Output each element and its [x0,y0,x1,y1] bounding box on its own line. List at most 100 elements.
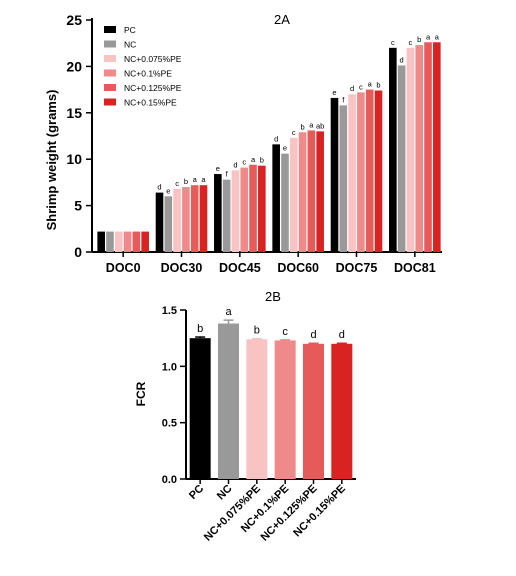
bar [303,343,324,479]
bar [424,42,432,252]
bar [106,231,114,252]
significance-label: b [300,122,304,131]
bar [97,231,105,252]
bar [274,340,296,479]
bar [330,97,339,253]
significance-label: a [201,175,206,184]
significance-label: c [282,326,288,338]
significance-label: a [309,120,314,129]
chart-2a-title: 2A [274,12,290,27]
chart-2a-y-axis: 0 5 10 15 20 25 [66,12,442,260]
chart-2b-x-axis: PC NCNC+0.075%PENC+0.1%PENC+0.125%PENC+0.… [187,479,348,544]
chart-2a-ylabel: Shrimp weight (grams) [44,90,59,231]
bar [258,165,266,252]
bar [415,45,424,252]
bar [246,339,268,479]
significance-label: c [292,128,296,137]
y-tick-label: 0.5 [162,418,177,430]
significance-label: d [339,329,345,341]
significance-label: b [184,177,188,186]
chart-2a-legend: PC NC NC+0.075%PE NC+0.1%PE NC+0.125%PE NC+0.… [104,25,182,108]
bar [190,185,199,252]
bar [123,231,132,252]
significance-label: c [359,82,363,91]
bar [114,231,123,252]
significance-label: c [175,179,179,188]
y-tick-label: 15 [66,105,82,121]
bar [374,90,383,252]
x-tick-label: NC [215,483,235,503]
significance-label: b [260,156,264,165]
x-tick-label: PC [187,483,206,502]
bar [307,130,316,252]
legend-swatch [104,26,116,33]
bar [339,105,348,252]
significance-label: d [233,160,237,169]
chart-2b: 2B FCR 0.00.51.01.5 bab c d d PC NCNC+0.075%… [134,289,356,544]
bar [348,94,356,253]
significance-label: b [254,325,260,337]
chart-2a-x-axis: DOC0 DOC30 DOC45 DOC60 DOC75 DOC81 [106,252,436,275]
bar [433,42,441,252]
chart-2b-ylabel: FCR [134,381,148,406]
bar [357,92,365,252]
y-tick-label: 10 [66,151,82,167]
bar [155,192,164,252]
x-tick-label: DOC30 [161,261,203,275]
significance-label: a [368,80,373,89]
bar [214,174,222,252]
bar [298,132,307,252]
significance-label: a [435,32,440,41]
x-tick-label: DOC60 [277,261,319,275]
significance-label: e [166,186,170,195]
bar [406,47,415,253]
y-tick-label: 1.5 [162,305,177,317]
x-tick-label: DOC75 [336,261,378,275]
bar [365,89,374,252]
significance-label: ab [316,121,324,130]
x-tick-label: DOC45 [219,261,261,275]
significance-label: c [409,38,413,47]
significance-label: e [216,164,220,173]
legend-swatch [104,40,116,48]
significance-label: b [376,81,380,90]
y-tick-label: 1.0 [162,361,177,373]
chart-2b-title: 2B [265,289,281,304]
bar [389,47,397,253]
bar [222,179,231,252]
bar [249,164,257,252]
legend-swatch [104,69,116,77]
significance-label: a [225,306,232,318]
legend-swatch [104,55,116,62]
x-tick-label: DOC0 [106,261,141,275]
significance-label: c [242,158,246,167]
bar [289,137,298,252]
bar [316,131,324,252]
y-tick-label: 25 [66,12,82,28]
significance-label: b [197,323,203,335]
legend-label: NC+0.075%PE [124,54,182,64]
bar [397,65,406,252]
bar [182,187,190,252]
significance-label: c [391,38,395,47]
significance-label: a [193,175,198,184]
significance-label: d [274,134,278,143]
bar [132,231,141,252]
y-tick-label: 0.0 [162,474,177,486]
y-tick-label: 0 [74,244,82,260]
y-tick-label: 20 [66,58,82,74]
x-tick-label: DOC81 [394,261,436,275]
bar [173,188,181,252]
significance-label: e [283,144,287,153]
significance-label: d [400,55,404,64]
legend-label: NC [124,40,136,50]
legend-label: NC+0.15%PE [124,98,177,108]
bar [240,167,249,252]
legend-swatch [104,84,116,91]
bar [164,196,173,252]
y-tick-label: 5 [74,198,82,214]
bar [331,343,353,479]
